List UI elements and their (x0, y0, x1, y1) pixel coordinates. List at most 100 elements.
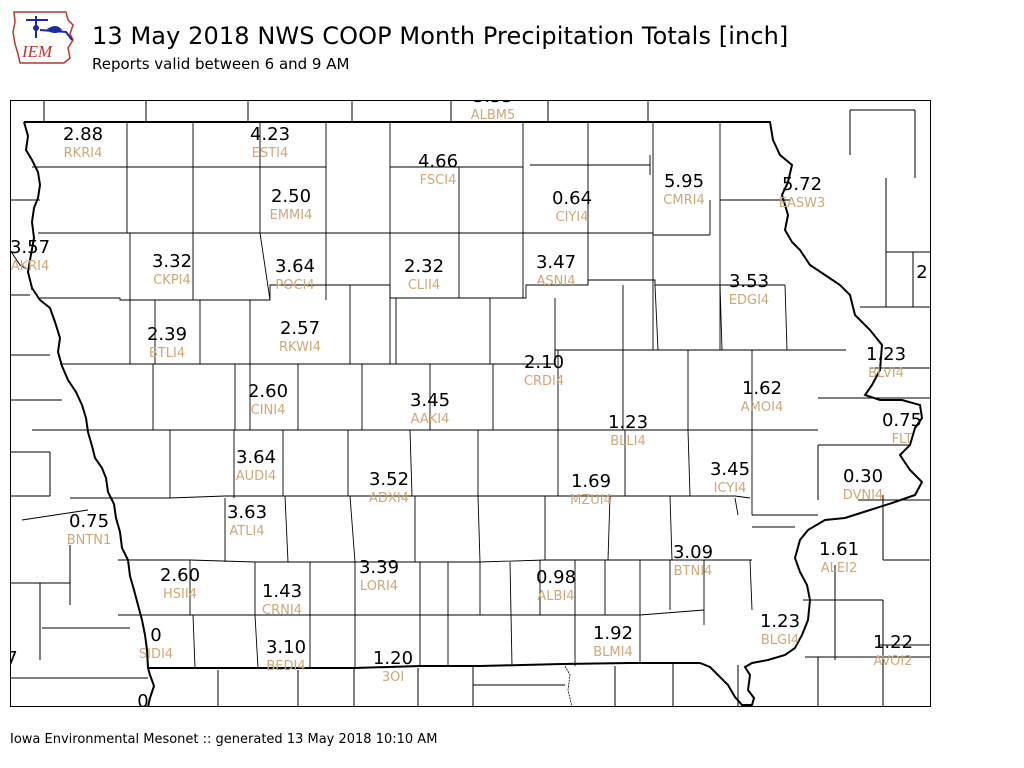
precip-value: 7 (10, 648, 18, 669)
station-id: CINI4 (251, 403, 286, 418)
station-id: MZUI4 (570, 493, 612, 508)
map-subtitle: Reports valid between 6 and 9 AM (92, 55, 350, 73)
precip-value: 0.30 (843, 466, 883, 487)
station-id: CRDI4 (524, 374, 564, 389)
precip-value: 4.66 (418, 151, 458, 172)
precip-value: 3.64 (275, 256, 315, 277)
station-id: CMRI4 (663, 193, 704, 208)
precip-value: 2.39 (147, 324, 187, 345)
station-id: AUDI4 (236, 469, 277, 484)
station-id: HSII4 (163, 587, 197, 602)
station-id: RKWI4 (279, 340, 321, 355)
station-marker: 0 (137, 691, 148, 707)
station-id: ESTI4 (252, 146, 289, 161)
precip-value: 1.23 (608, 412, 648, 433)
station-id: ICYI4 (714, 481, 747, 496)
precip-value: 3.53 (729, 271, 769, 292)
map-title: 13 May 2018 NWS COOP Month Precipitation… (92, 22, 789, 50)
station-id: AKRI4 (11, 259, 50, 274)
precip-value: 3.45 (710, 459, 750, 480)
precip-value: 3.32 (152, 251, 192, 272)
station-id: BTNI4 (674, 564, 713, 579)
station-id: CLII4 (408, 278, 440, 293)
station-id: POCI4 (275, 278, 314, 293)
logo-text: IEM (21, 42, 53, 61)
precip-value: 2.10 (524, 352, 564, 373)
precip-value: 2.50 (271, 186, 311, 207)
station-id: BEDI4 (266, 659, 305, 674)
precip-value: 0.98 (536, 567, 576, 588)
iowa-state-border (23, 121, 924, 707)
station-id: SIDI4 (139, 647, 173, 662)
station-id: RKRI4 (64, 146, 103, 161)
station-id: FLT (892, 432, 913, 447)
precip-value: 3.63 (227, 502, 267, 523)
station-id: 3OI (382, 670, 404, 685)
station-id: BLGI4 (761, 633, 799, 648)
station-id: BNTN1 (67, 533, 112, 548)
station-id: AVOI2 (873, 654, 912, 669)
precip-value: 1.92 (593, 623, 633, 644)
precip-value: 3.57 (10, 237, 50, 258)
precip-value: 3.10 (266, 637, 306, 658)
station-id: BLVI4 (868, 366, 904, 381)
precip-value: 3.47 (536, 252, 576, 273)
precip-value: 1.43 (262, 581, 302, 602)
station-id: CIYI4 (556, 210, 589, 225)
station-id: EDGI4 (729, 293, 769, 308)
precip-value: 1.23 (760, 611, 800, 632)
station-id: ATLI4 (229, 524, 264, 539)
station-id: ALBI4 (537, 589, 574, 604)
station-id: FSCI4 (420, 173, 457, 188)
precip-value: 1.20 (373, 648, 413, 669)
precip-value: 5.95 (664, 171, 704, 192)
station-id: CRNI4 (262, 603, 302, 618)
precip-value: 2.60 (248, 381, 288, 402)
precip-value: 3.45 (410, 390, 450, 411)
precip-value: 1.22 (873, 632, 913, 653)
iowa-county-lines (32, 122, 846, 669)
precip-value: 3.52 (369, 469, 409, 490)
precip-value: 2 (916, 262, 927, 283)
precip-value: 3.39 (359, 557, 399, 578)
station-id: AAKI4 (411, 412, 450, 427)
station-id: CKPI4 (153, 273, 191, 288)
station-id: EMMI4 (270, 208, 313, 223)
iowa-outline-logo-icon: IEM (12, 11, 74, 64)
precip-value: 1.61 (819, 539, 859, 560)
precip-value: 5.72 (782, 174, 822, 195)
precip-value: 0.75 (882, 410, 922, 431)
precip-value: 2.60 (160, 565, 200, 586)
precip-value: 0.64 (552, 188, 592, 209)
precip-value: 2.57 (280, 318, 320, 339)
